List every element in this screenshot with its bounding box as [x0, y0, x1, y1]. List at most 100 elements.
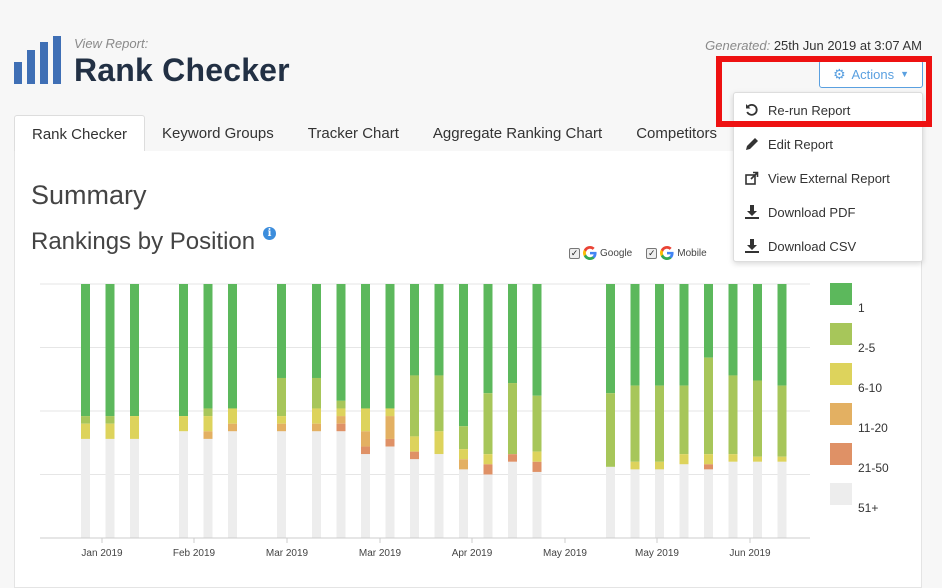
bar-segment-1[interactable]	[361, 284, 370, 409]
bar-segment-2-5[interactable]	[459, 426, 468, 450]
bar-segment-51+[interactable]	[655, 469, 664, 538]
bar-segment-1[interactable]	[508, 284, 517, 384]
bar-segment-6-10[interactable]	[203, 416, 213, 432]
bar-segment-1[interactable]	[532, 284, 542, 396]
bar-segment-21-50[interactable]	[508, 454, 517, 462]
filter-google[interactable]: ✓ Google	[569, 246, 632, 260]
bar-segment-2-5[interactable]	[434, 375, 444, 432]
bar-segment-51+[interactable]	[410, 459, 419, 538]
bar-segment-11-20[interactable]	[203, 431, 213, 439]
bar-segment-6-10[interactable]	[179, 416, 188, 432]
bar-segment-6-10[interactable]	[312, 408, 321, 424]
bar-segment-51+[interactable]	[606, 466, 615, 538]
legend-item-1[interactable]: 1	[830, 283, 889, 324]
bar-segment-2-5[interactable]	[753, 380, 762, 457]
bar-segment-6-10[interactable]	[459, 449, 468, 460]
bar-segment-2-5[interactable]	[312, 377, 321, 409]
bar-segment-1[interactable]	[655, 284, 664, 386]
bar-segment-6-10[interactable]	[753, 456, 762, 462]
bar-segment-51+[interactable]	[434, 454, 444, 538]
bar-segment-6-10[interactable]	[361, 408, 370, 432]
legend-item-51-plus[interactable]: 51+	[830, 483, 889, 524]
bar-segment-2-5[interactable]	[81, 416, 90, 424]
bar-segment-1[interactable]	[728, 284, 738, 376]
bar-segment-51+[interactable]	[277, 431, 286, 538]
bar-segment-51+[interactable]	[630, 469, 640, 538]
bar-segment-2-5[interactable]	[336, 400, 346, 409]
bar-segment-51+[interactable]	[179, 431, 188, 538]
google-checkbox[interactable]: ✓	[569, 247, 580, 259]
bar-segment-6-10[interactable]	[655, 461, 664, 470]
bar-segment-2-5[interactable]	[410, 375, 419, 437]
bar-segment-51+[interactable]	[704, 469, 713, 538]
bar-segment-51+[interactable]	[532, 471, 542, 538]
tab-competitors[interactable]: Competitors	[636, 125, 718, 142]
bar-segment-2-5[interactable]	[606, 393, 615, 467]
filter-mobile[interactable]: ✓ Mobile	[646, 246, 707, 260]
menu-item-download-csv[interactable]: Download CSV	[734, 229, 922, 263]
bar-segment-1[interactable]	[434, 284, 444, 376]
bar-segment-21-50[interactable]	[483, 464, 493, 475]
tab-rank-checker[interactable]: Rank Checker	[14, 115, 146, 152]
bar-segment-1[interactable]	[81, 284, 90, 417]
bar-segment-51+[interactable]	[679, 464, 689, 538]
bar-segment-51+[interactable]	[81, 438, 90, 538]
bar-segment-2-5[interactable]	[728, 375, 738, 455]
bar-segment-51+[interactable]	[336, 431, 346, 538]
bar-segment-1[interactable]	[777, 284, 787, 386]
bar-segment-1[interactable]	[105, 284, 115, 417]
mobile-checkbox[interactable]: ✓	[646, 247, 658, 259]
bar-segment-11-20[interactable]	[385, 416, 395, 439]
menu-item-rerun-report[interactable]: Re-run Report	[734, 93, 922, 127]
legend-item-21-50[interactable]: 21-50	[830, 443, 889, 484]
bar-segment-11-20[interactable]	[336, 416, 346, 424]
bar-segment-1[interactable]	[459, 284, 468, 427]
bar-segment-1[interactable]	[410, 284, 419, 376]
bar-segment-1[interactable]	[753, 284, 762, 381]
bar-segment-6-10[interactable]	[434, 431, 444, 455]
bar-segment-51+[interactable]	[508, 461, 517, 538]
info-icon[interactable]: i	[263, 227, 276, 240]
bar-segment-1[interactable]	[630, 284, 640, 386]
bar-segment-51+[interactable]	[105, 438, 115, 538]
bar-segment-6-10[interactable]	[105, 423, 115, 439]
bar-segment-2-5[interactable]	[679, 385, 689, 455]
bar-segment-1[interactable]	[606, 284, 615, 394]
bar-segment-11-20[interactable]	[459, 459, 468, 470]
bar-segment-6-10[interactable]	[483, 454, 493, 465]
bar-segment-1[interactable]	[336, 284, 346, 401]
menu-item-view-external-report[interactable]: View External Report	[734, 161, 922, 195]
bar-segment-11-20[interactable]	[277, 423, 286, 432]
bar-segment-11-20[interactable]	[361, 431, 370, 447]
tab-aggregate-ranking-chart[interactable]: Aggregate Ranking Chart	[432, 125, 603, 142]
bar-segment-6-10[interactable]	[532, 451, 542, 462]
bar-segment-6-10[interactable]	[81, 423, 90, 439]
bar-segment-1[interactable]	[704, 284, 713, 358]
bar-segment-51+[interactable]	[228, 431, 237, 538]
bar-segment-2-5[interactable]	[203, 408, 213, 417]
bar-segment-1[interactable]	[203, 284, 213, 409]
bar-segment-21-50[interactable]	[385, 438, 395, 447]
bar-segment-6-10[interactable]	[130, 416, 139, 439]
bar-segment-2-5[interactable]	[704, 357, 713, 455]
bar-segment-51+[interactable]	[753, 461, 762, 538]
bar-segment-6-10[interactable]	[336, 408, 346, 417]
bar-segment-6-10[interactable]	[385, 408, 395, 417]
bar-segment-2-5[interactable]	[483, 393, 493, 455]
bar-segment-6-10[interactable]	[228, 408, 237, 424]
bar-segment-1[interactable]	[679, 284, 689, 386]
bar-segment-2-5[interactable]	[655, 385, 664, 462]
bar-segment-6-10[interactable]	[679, 454, 689, 465]
bar-segment-1[interactable]	[228, 284, 237, 409]
bar-segment-11-20[interactable]	[312, 423, 321, 432]
bar-segment-21-50[interactable]	[336, 423, 346, 432]
bar-segment-51+[interactable]	[385, 446, 395, 538]
bar-segment-51+[interactable]	[777, 461, 787, 538]
legend-item-6-10[interactable]: 6-10	[830, 363, 889, 404]
bar-segment-2-5[interactable]	[532, 395, 542, 452]
bar-segment-21-50[interactable]	[704, 464, 713, 470]
bar-segment-1[interactable]	[277, 284, 286, 378]
bar-segment-21-50[interactable]	[410, 451, 419, 460]
menu-item-edit-report[interactable]: Edit Report	[734, 127, 922, 161]
legend-item-11-20[interactable]: 11-20	[830, 403, 889, 444]
